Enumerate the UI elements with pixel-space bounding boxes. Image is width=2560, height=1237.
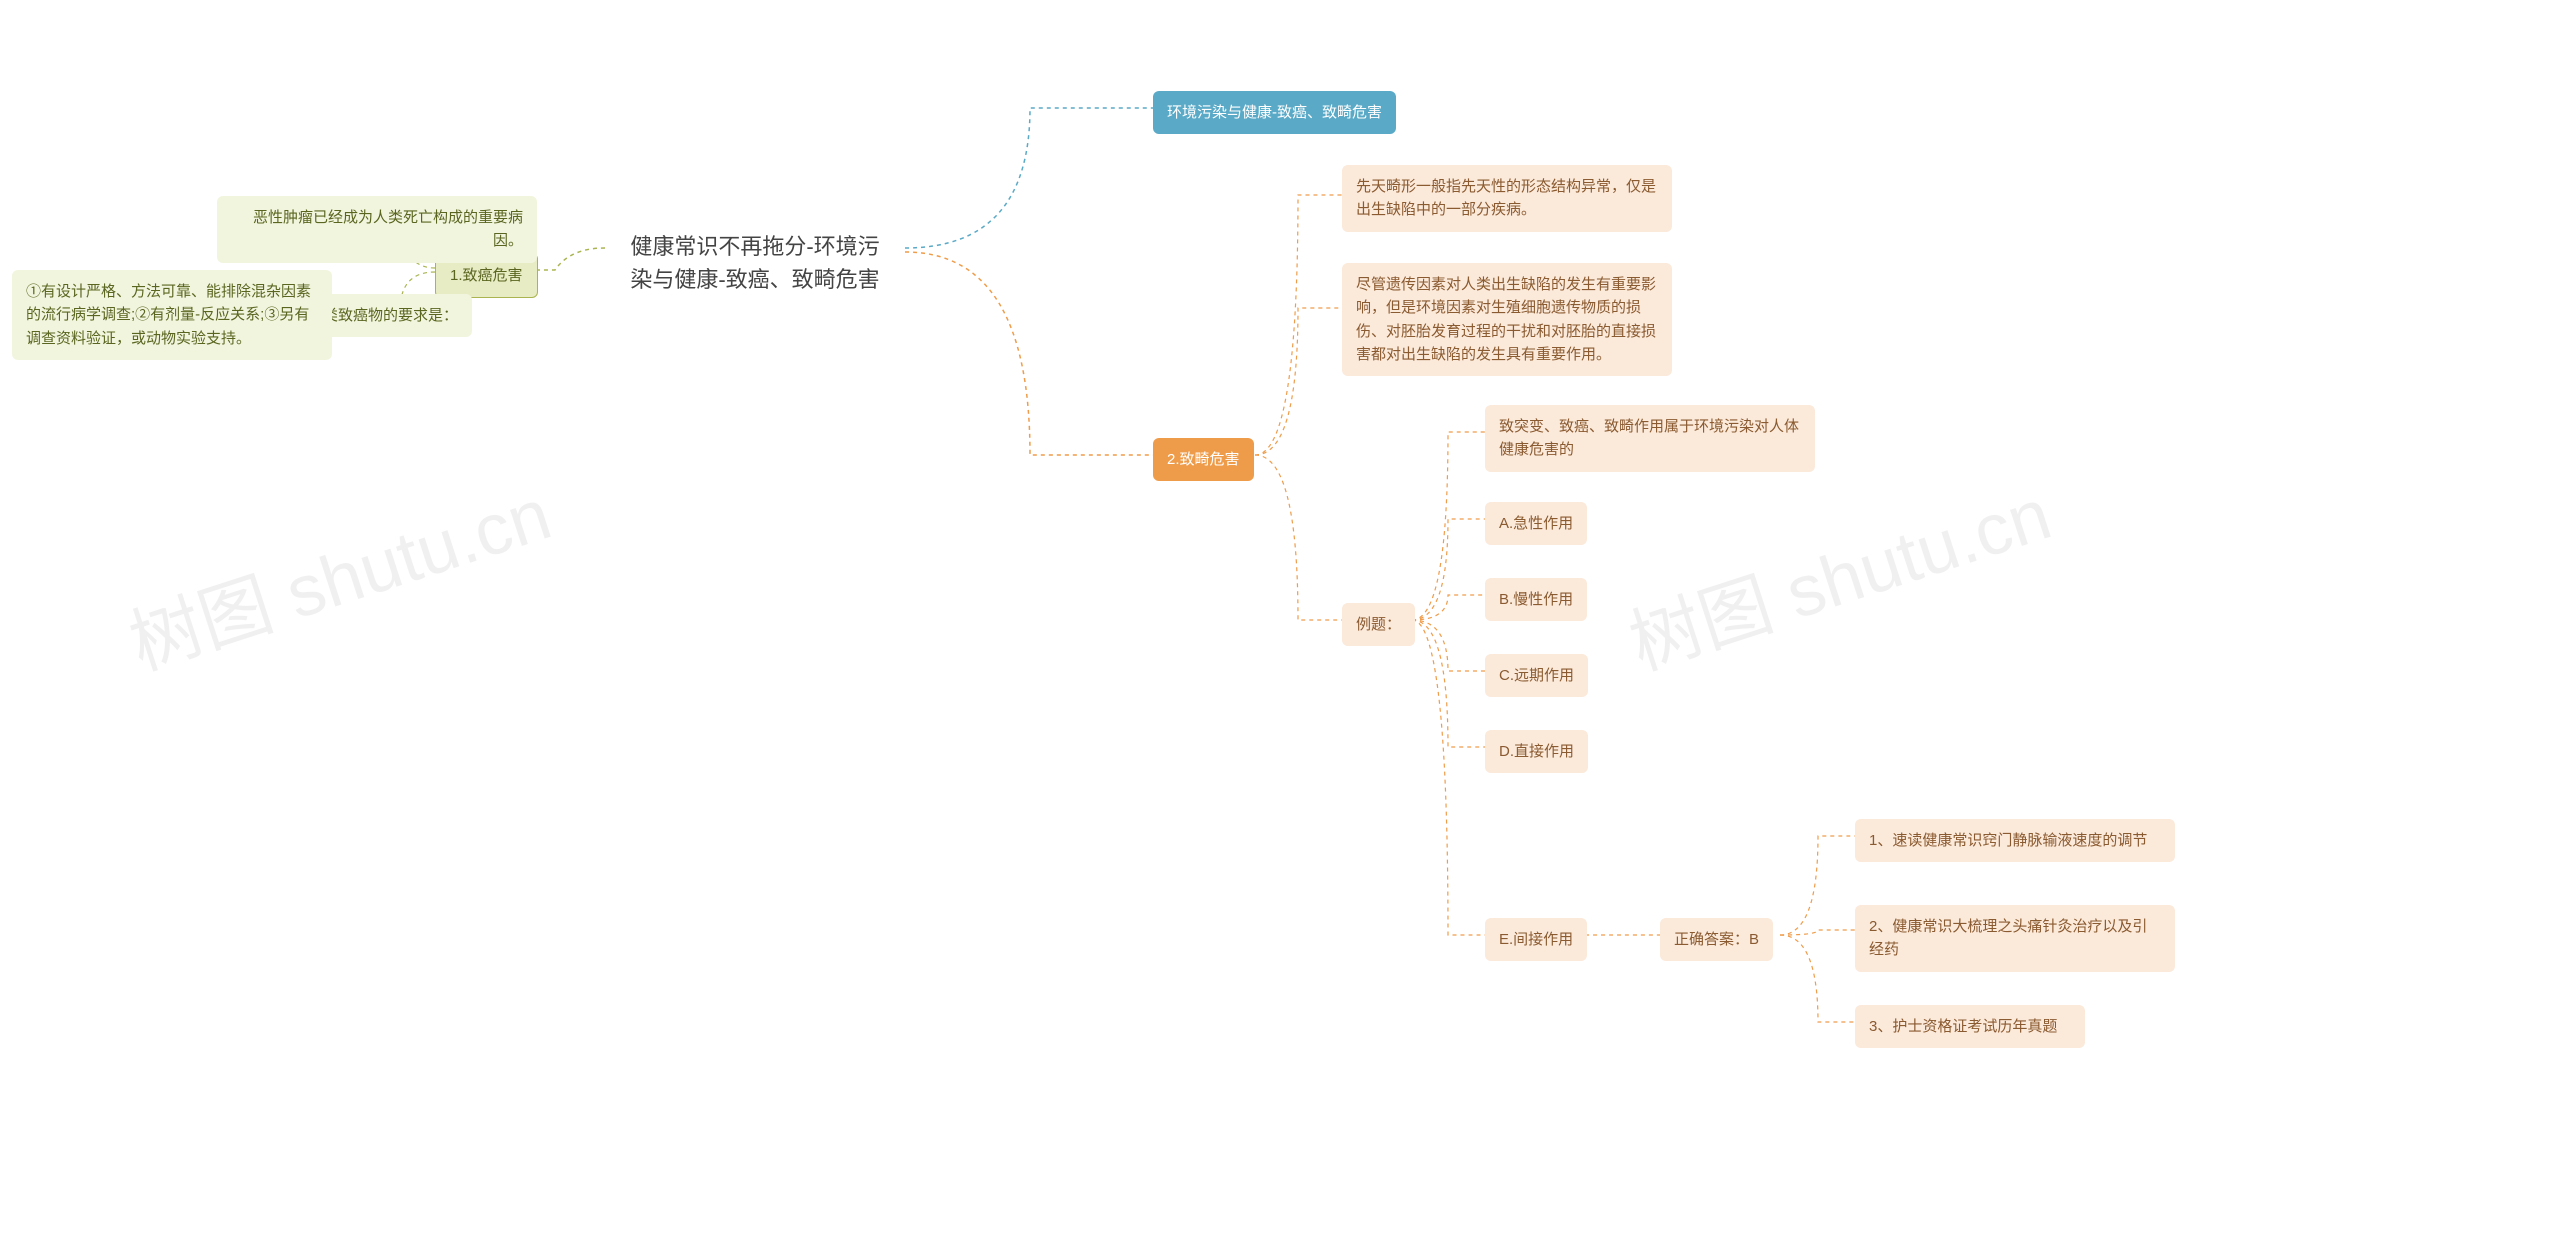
related-2: 2、健康常识大梳理之头痛针灸治疗以及引经药 (1855, 905, 2175, 972)
related-1: 1、速读健康常识窍门静脉输液速度的调节 (1855, 819, 2175, 862)
cancer-child-1-text: 恶性肿瘤已经成为人类死亡构成的重要病因。 (253, 209, 523, 249)
correct-answer: 正确答案：B (1660, 918, 1773, 961)
option-b: B.慢性作用 (1485, 578, 1587, 621)
option-a-text: A.急性作用 (1499, 515, 1573, 532)
watermark-2: 树图 shutu.cn (1614, 455, 2061, 690)
related-3: 3、护士资格证考试历年真题 (1855, 1005, 2085, 1048)
cancer-child-1: 恶性肿瘤已经成为人类死亡构成的重要病因。 (217, 196, 537, 263)
branch-teratogenic-label: 2.致畸危害 (1167, 451, 1240, 468)
option-b-text: B.慢性作用 (1499, 591, 1573, 608)
option-e: E.间接作用 (1485, 918, 1587, 961)
branch-teratogenic: 2.致畸危害 (1153, 438, 1254, 481)
root-node: 健康常识不再拖分-环境污染与健康-致癌、致畸危害 (605, 218, 905, 308)
option-d-text: D.直接作用 (1499, 743, 1574, 760)
header-node: 环境污染与健康-致癌、致畸危害 (1153, 91, 1396, 134)
option-d: D.直接作用 (1485, 730, 1588, 773)
related-1-text: 1、速读健康常识窍门静脉输液速度的调节 (1869, 832, 2147, 849)
branch-cancer-label: 1.致癌危害 (450, 267, 523, 284)
connector-layer (0, 0, 2560, 1237)
option-e-text: E.间接作用 (1499, 931, 1573, 948)
question-stem: 致突变、致癌、致畸作用属于环境污染对人体健康危害的 (1485, 405, 1815, 472)
watermark-1: 树图 shutu.cn (114, 455, 561, 690)
example-node: 例题： (1342, 603, 1415, 646)
correct-answer-text: 正确答案：B (1674, 931, 1759, 948)
question-stem-text: 致突变、致癌、致畸作用属于环境污染对人体健康危害的 (1499, 418, 1799, 458)
terato-child-2: 尽管遗传因素对人类出生缺陷的发生有重要影响，但是环境因素对生殖细胞遗传物质的损伤… (1342, 263, 1672, 376)
option-a: A.急性作用 (1485, 502, 1587, 545)
terato-child-1-text: 先天畸形一般指先天性的形态结构异常，仅是出生缺陷中的一部分疾病。 (1356, 178, 1656, 218)
example-label: 例题： (1356, 616, 1401, 633)
header-text: 环境污染与健康-致癌、致畸危害 (1167, 104, 1382, 121)
terato-child-2-text: 尽管遗传因素对人类出生缺陷的发生有重要影响，但是环境因素对生殖细胞遗传物质的损伤… (1356, 276, 1656, 363)
option-c: C.远期作用 (1485, 654, 1588, 697)
cancer-grandchild-text: ①有设计严格、方法可靠、能排除混杂因素的流行病学调查;②有剂量-反应关系;③另有… (26, 283, 311, 347)
related-2-text: 2、健康常识大梳理之头痛针灸治疗以及引经药 (1869, 918, 2147, 958)
related-3-text: 3、护士资格证考试历年真题 (1869, 1018, 2057, 1035)
option-c-text: C.远期作用 (1499, 667, 1574, 684)
cancer-grandchild: ①有设计严格、方法可靠、能排除混杂因素的流行病学调查;②有剂量-反应关系;③另有… (12, 270, 332, 360)
terato-child-1: 先天畸形一般指先天性的形态结构异常，仅是出生缺陷中的一部分疾病。 (1342, 165, 1672, 232)
root-text: 健康常识不再拖分-环境污染与健康-致癌、致畸危害 (630, 234, 879, 292)
